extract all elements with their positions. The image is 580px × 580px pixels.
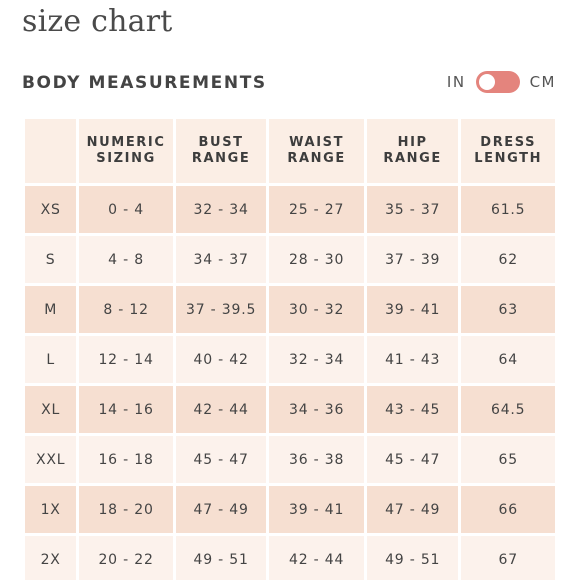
table-cell: 30 - 32 [269, 286, 364, 333]
table-cell: 35 - 37 [366, 186, 459, 233]
table-cell: 39 - 41 [269, 486, 364, 533]
table-header-row: NUMERIC SIZING BUST RANGE WAIST RANGE HIP RA… [25, 119, 555, 183]
size-label: S [25, 236, 77, 283]
table-cell: 34 - 37 [175, 236, 267, 283]
unit-toggle: IN CM [447, 71, 556, 93]
table-cell: 67 [461, 536, 555, 580]
table-cell: 25 - 27 [269, 186, 364, 233]
size-label: XL [25, 386, 77, 433]
header-hip-range: HIP RANGE [366, 119, 459, 183]
table-cell: 39 - 41 [366, 286, 459, 333]
size-table: NUMERIC SIZING BUST RANGE WAIST RANGE HIP RA… [22, 116, 558, 580]
size-label: L [25, 336, 77, 383]
table-cell: 12 - 14 [79, 336, 173, 383]
table-row: XS 0 - 4 32 - 34 25 - 27 35 - 37 61.5 [25, 186, 555, 233]
table-cell: 18 - 20 [79, 486, 173, 533]
table-cell: 42 - 44 [175, 386, 267, 433]
header-waist-range: WAIST RANGE [269, 119, 364, 183]
size-label: M [25, 286, 77, 333]
header-line: SIZING [96, 151, 156, 166]
table-cell: 63 [461, 286, 555, 333]
table-cell: 64 [461, 336, 555, 383]
table-row: XXL 16 - 18 45 - 47 36 - 38 45 - 47 65 [25, 436, 555, 483]
table-cell: 64.5 [461, 386, 555, 433]
size-label: XXL [25, 436, 77, 483]
section-heading: BODY MEASUREMENTS [22, 73, 267, 93]
table-cell: 20 - 22 [79, 536, 173, 580]
table-row: 2X 20 - 22 49 - 51 42 - 44 49 - 51 67 [25, 536, 555, 580]
page-title: size chart [22, 4, 173, 39]
table-cell: 62 [461, 236, 555, 283]
table-cell: 16 - 18 [79, 436, 173, 483]
table-cell: 65 [461, 436, 555, 483]
table-cell: 41 - 43 [366, 336, 459, 383]
table-cell: 32 - 34 [175, 186, 267, 233]
header-numeric-sizing: NUMERIC SIZING [79, 119, 173, 183]
table-cell: 43 - 45 [366, 386, 459, 433]
table-cell: 47 - 49 [366, 486, 459, 533]
table-cell: 49 - 51 [175, 536, 267, 580]
header-line: RANGE [383, 151, 442, 166]
table-cell: 4 - 8 [79, 236, 173, 283]
table-cell: 0 - 4 [79, 186, 173, 233]
header-size-corner [25, 119, 77, 183]
table-cell: 42 - 44 [269, 536, 364, 580]
table-cell: 28 - 30 [269, 236, 364, 283]
table-cell: 8 - 12 [79, 286, 173, 333]
table-row: XL 14 - 16 42 - 44 34 - 36 43 - 45 64.5 [25, 386, 555, 433]
switch-knob [478, 74, 495, 90]
header-line: DRESS [480, 135, 537, 150]
unit-switch[interactable] [475, 71, 520, 93]
table-cell: 34 - 36 [269, 386, 364, 433]
header-dress-length: DRESS LENGTH [461, 119, 555, 183]
table-cell: 36 - 38 [269, 436, 364, 483]
header-line: RANGE [287, 151, 346, 166]
table-cell: 49 - 51 [366, 536, 459, 580]
table-cell: 37 - 39 [366, 236, 459, 283]
header-line: HIP [397, 135, 428, 150]
header-line: RANGE [191, 151, 251, 166]
unit-label-cm[interactable]: CM [529, 73, 556, 91]
table-cell: 66 [461, 486, 555, 533]
table-row: L 12 - 14 40 - 42 32 - 34 41 - 43 64 [25, 336, 555, 383]
table-cell: 61.5 [461, 186, 555, 233]
table-row: M 8 - 12 37 - 39.5 30 - 32 39 - 41 63 [25, 286, 555, 333]
table-cell: 47 - 49 [175, 486, 267, 533]
size-label: 1X [25, 486, 77, 533]
header-line: BUST [198, 135, 244, 150]
table-cell: 45 - 47 [175, 436, 267, 483]
table-cell: 37 - 39.5 [175, 286, 267, 333]
size-label: 2X [25, 536, 77, 580]
size-label: XS [25, 186, 77, 233]
table-cell: 45 - 47 [366, 436, 459, 483]
header-line: WAIST [289, 135, 345, 150]
table-cell: 32 - 34 [269, 336, 364, 383]
table-row: S 4 - 8 34 - 37 28 - 30 37 - 39 62 [25, 236, 555, 283]
table-cell: 40 - 42 [175, 336, 267, 383]
unit-label-in[interactable]: IN [446, 73, 466, 91]
header-line: NUMERIC [86, 135, 166, 150]
header-line: LENGTH [474, 151, 543, 166]
table-cell: 14 - 16 [79, 386, 173, 433]
table-row: 1X 18 - 20 47 - 49 39 - 41 47 - 49 66 [25, 486, 555, 533]
header-bust-range: BUST RANGE [175, 119, 267, 183]
